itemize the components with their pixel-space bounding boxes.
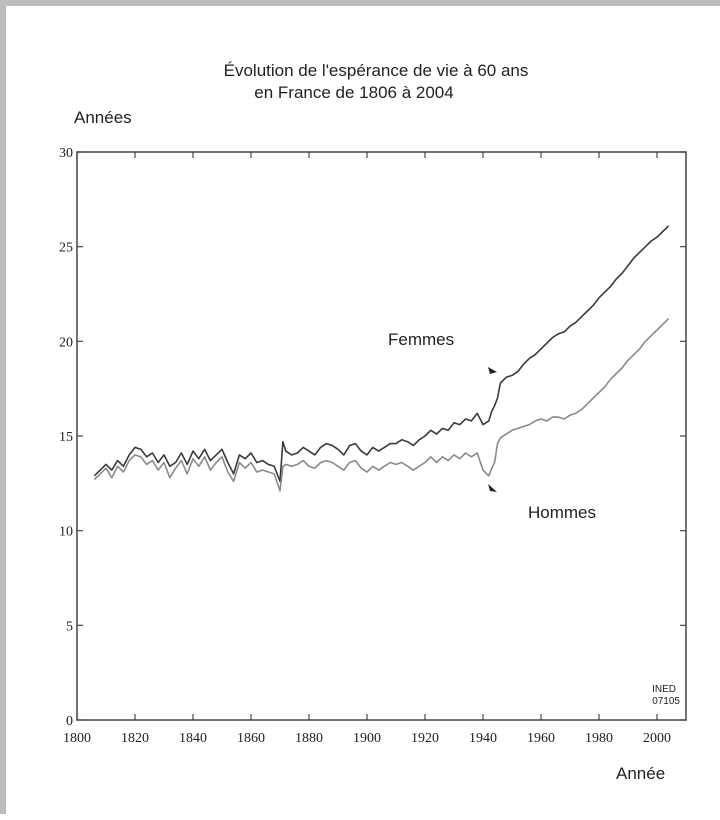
x-tick-label: 1980 xyxy=(585,731,613,746)
source-credit-ined: INED xyxy=(652,684,676,695)
y-tick-label: 5 xyxy=(66,619,73,634)
femmes-arrow-marker xyxy=(488,367,497,374)
series-layer xyxy=(93,225,670,492)
source-credit-code: 07105 xyxy=(652,696,680,707)
chart-title-line-1: Évolution de l'espérance de vie à 60 ans xyxy=(224,61,529,80)
x-tick-label: 1900 xyxy=(353,731,381,746)
y-tick-label: 25 xyxy=(59,241,73,256)
y-tick-label: 10 xyxy=(59,525,73,540)
series-line-hommes xyxy=(93,318,670,492)
plot-area-frame xyxy=(76,151,687,721)
x-tick-label: 1880 xyxy=(295,731,323,746)
x-tick-label: 1800 xyxy=(63,731,91,746)
line-chart: Évolution de l'espérance de vie à 60 ans… xyxy=(59,61,687,783)
x-tick-label: 1920 xyxy=(411,731,439,746)
series-line-femmes xyxy=(93,225,670,483)
x-tick-label: 1960 xyxy=(527,731,555,746)
x-tick-label: 1860 xyxy=(237,731,265,746)
y-axis-ticks: 0 5 10 15 20 25 30 xyxy=(59,146,686,729)
y-axis-label: Années xyxy=(74,108,132,127)
series-label-hommes: Hommes xyxy=(528,503,596,522)
hommes-arrow-marker xyxy=(488,484,497,492)
y-tick-label: 20 xyxy=(59,335,73,350)
x-tick-label: 1840 xyxy=(179,731,207,746)
x-axis-label: Année xyxy=(616,764,665,783)
x-tick-label: 1940 xyxy=(469,731,497,746)
chart-title-line-2: en France de 1806 à 2004 xyxy=(254,83,453,102)
y-tick-label: 15 xyxy=(59,430,73,445)
x-axis-ticks: 1800 1820 1840 1860 1880 1900 1920 1940 1960 1980… xyxy=(63,152,671,746)
x-tick-label: 2000 xyxy=(643,731,671,746)
y-tick-label: 30 xyxy=(59,146,73,161)
x-tick-label: 1820 xyxy=(121,731,149,746)
y-tick-label: 0 xyxy=(66,714,73,729)
series-label-femmes: Femmes xyxy=(388,330,454,349)
